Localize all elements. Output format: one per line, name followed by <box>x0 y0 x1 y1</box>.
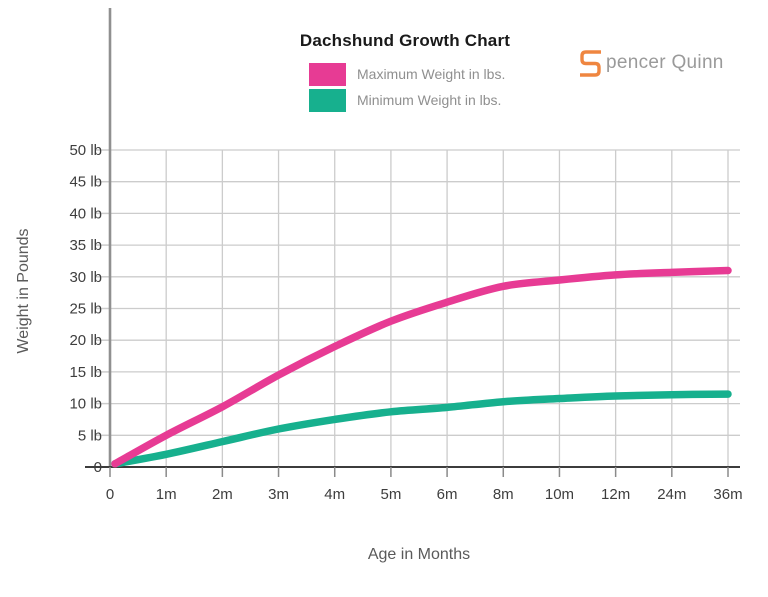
y-tick-label: 15 lb <box>69 364 102 381</box>
x-axis-title: Age in Months <box>367 546 471 563</box>
legend-item-maximum: Maximum Weight in lbs. <box>309 62 505 86</box>
legend: Maximum Weight in lbs. Minimum Weight in… <box>309 62 505 114</box>
y-tick-label: 50 lb <box>69 142 102 159</box>
legend-label-maximum: Maximum Weight in lbs. <box>357 66 506 82</box>
x-tick-label: 36m <box>713 486 742 503</box>
y-tick-label: 30 lb <box>69 269 102 286</box>
y-tick-label: 10 lb <box>69 396 102 413</box>
series-curve-minimum <box>111 390 732 468</box>
y-tick-label: 25 lb <box>69 301 102 318</box>
x-tick-label: 4m <box>324 486 345 503</box>
x-tick-label: 0 <box>106 486 114 503</box>
brand-name: pencer Quinn <box>606 52 724 73</box>
series-curve-maximum <box>111 266 732 468</box>
legend-swatch-maximum-icon <box>309 62 346 86</box>
x-tick-label: 10m <box>545 486 574 503</box>
x-tick-label: 12m <box>601 486 630 503</box>
x-tick-label: 3m <box>268 486 289 503</box>
y-tick-label: 5 lb <box>78 427 102 444</box>
chart-title: Dachshund Growth Chart <box>299 31 511 50</box>
legend-item-minimum: Minimum Weight in lbs. <box>309 88 505 112</box>
x-tick-label: 8m <box>493 486 514 503</box>
y-tick-label: 40 lb <box>69 205 102 222</box>
x-tick-label: 6m <box>437 486 458 503</box>
legend-swatch-minimum-icon <box>309 88 346 112</box>
x-tick-label: 2m <box>212 486 233 503</box>
y-tick-label: 35 lb <box>69 237 102 254</box>
y-tick-label: 20 lb <box>69 332 102 349</box>
x-tick-label: 1m <box>156 486 177 503</box>
x-tick-label: 5m <box>380 486 401 503</box>
y-axis-title: Weight in Pounds <box>15 228 32 354</box>
squared-s-icon <box>580 50 601 77</box>
x-tick-label: 24m <box>657 486 686 503</box>
legend-label-minimum: Minimum Weight in lbs. <box>357 92 502 108</box>
brand-logo: pencer Quinn <box>578 48 724 78</box>
y-tick-label: 45 lb <box>69 174 102 191</box>
